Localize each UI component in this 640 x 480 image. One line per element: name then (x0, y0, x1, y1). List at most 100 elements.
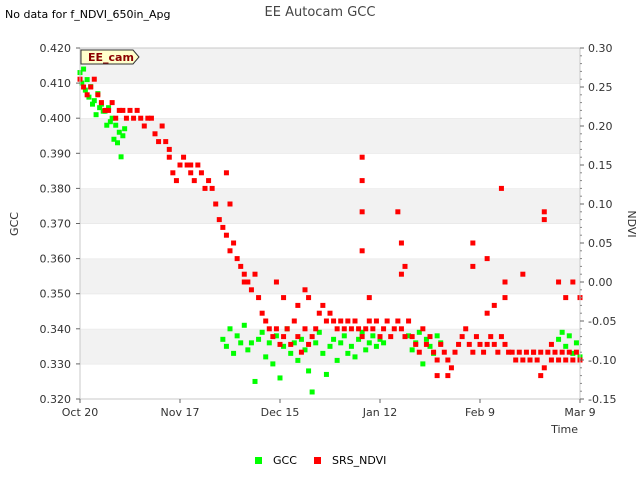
ndvi-point (373, 318, 379, 324)
ndvi-point (102, 107, 108, 113)
ndvi-point (381, 326, 387, 332)
ndvi-point (341, 326, 347, 332)
ndvi-point (445, 373, 451, 379)
ndvi-point (498, 334, 504, 340)
ndvi-point (116, 107, 122, 113)
ndvi-point (191, 178, 197, 184)
left-tick-label: 0.350 (40, 288, 72, 301)
ndvi-point (313, 326, 319, 332)
ndvi-point (320, 302, 326, 308)
ndvi-point (306, 295, 312, 301)
gcc-point (298, 336, 304, 342)
ndvi-point (166, 154, 172, 160)
site-label: EE_cam (88, 51, 134, 64)
ndvi-point (495, 349, 501, 355)
ndvi-point (466, 341, 472, 347)
right-tick-label: 0.10 (588, 198, 613, 211)
site-label-box: EE_cam (80, 49, 140, 65)
ndvi-point (298, 349, 304, 355)
gcc-point (116, 129, 122, 135)
gcc-point (81, 66, 87, 72)
ndvi-point (427, 334, 433, 340)
ndvi-point (534, 357, 540, 363)
ndvi-point (352, 318, 358, 324)
gcc-point (341, 333, 347, 339)
gcc-point (320, 350, 326, 356)
ndvi-point (259, 310, 265, 316)
ndvi-point (484, 341, 490, 347)
gcc-point (220, 336, 226, 342)
ndvi-point (252, 271, 258, 277)
ndvi-point (206, 178, 212, 184)
ndvi-point (366, 318, 372, 324)
ndvi-point (434, 373, 440, 379)
gcc-point (93, 112, 99, 118)
grid-band (80, 48, 580, 84)
ndvi-point (81, 84, 87, 90)
ndvi-point (338, 318, 344, 324)
ndvi-point (170, 170, 176, 176)
ndvi-point (227, 201, 233, 207)
ndvi-point (477, 341, 483, 347)
ndvi-point (406, 318, 412, 324)
ndvi-point (302, 287, 308, 293)
ndvi-point (398, 326, 404, 332)
legend-gcc-swatch (255, 457, 262, 464)
gcc-point (345, 350, 351, 356)
x-axis: Oct 20 Nov 17 Dec 15 Jan 12 Feb 9 Mar 9 (62, 399, 596, 419)
ndvi-point (570, 279, 576, 285)
gcc-point (573, 340, 579, 346)
x-tick-label: Nov 17 (161, 406, 200, 419)
ndvi-point (273, 326, 279, 332)
ndvi-point (302, 326, 308, 332)
ndvi-point (563, 357, 569, 363)
legend-ndvi-label: SRS_NDVI (332, 454, 386, 467)
gcc-point (295, 357, 301, 363)
ndvi-point (323, 318, 329, 324)
ndvi-point (141, 123, 147, 129)
right-tick-label: 0.00 (588, 276, 613, 289)
gcc-point (409, 347, 415, 353)
ndvi-point (166, 146, 172, 152)
ndvi-point (134, 107, 140, 113)
grid-band (80, 363, 580, 399)
ndvi-point (113, 115, 119, 121)
ndvi-point (548, 341, 554, 347)
grid-band (80, 83, 580, 119)
grid-band (80, 153, 580, 189)
ndvi-point (84, 92, 90, 98)
ndvi-point (470, 263, 476, 269)
legend: GCC SRS_NDVI (255, 454, 386, 467)
ndvi-point (398, 240, 404, 246)
ndvi-point (231, 240, 237, 246)
gcc-point (90, 101, 95, 107)
ndvi-point (120, 107, 126, 113)
ndvi-point (209, 185, 215, 191)
ndvi-point (156, 139, 162, 145)
ndvi-point (359, 209, 365, 215)
ndvi-point (491, 302, 497, 308)
right-tick-label: -0.15 (588, 393, 616, 406)
ndvi-point (88, 84, 94, 90)
ndvi-point (327, 310, 333, 316)
ndvi-point (263, 318, 269, 324)
gcc-point (334, 357, 340, 363)
gcc-point (97, 105, 103, 111)
gcc-point (406, 333, 412, 339)
ndvi-point (288, 341, 294, 347)
ndvi-point (463, 326, 469, 332)
grid-band (80, 188, 580, 224)
ndvi-point (538, 373, 544, 379)
gcc-point (356, 336, 362, 342)
gcc-point (434, 333, 440, 339)
ndvi-point (188, 162, 194, 168)
ndvi-point (491, 341, 497, 347)
gcc-point (84, 77, 90, 83)
ndvi-point (523, 349, 529, 355)
gcc-point (306, 368, 312, 374)
gcc-point (256, 336, 262, 342)
grid-band (80, 258, 580, 294)
x-tick-label: Jan 12 (362, 406, 397, 419)
gcc-point (107, 119, 113, 125)
